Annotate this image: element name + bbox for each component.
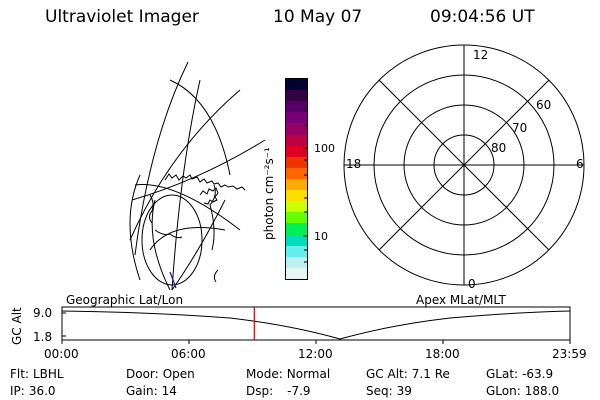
colorbar-swatch [286,178,307,191]
status-glon: GLon: 188.0 [486,384,559,398]
timeline-x-tick-0000: 00:00 [44,347,79,361]
colorbar [285,78,308,280]
timeline-x-tick-1800: 18:00 [425,347,460,361]
status-mode-label: Mode: [246,367,283,381]
date-label: 10 May 07 [273,7,363,27]
status-dsp-label: Dsp: [246,384,274,398]
polar-axis-diag2 [378,79,550,251]
colorbar-swatch [286,101,307,113]
timeline-y-tick-high: 9.0 [33,306,53,320]
colorbar-swatch [286,212,307,224]
colorbar-tick-10: 10 [314,230,328,243]
status-door-value: Open [162,367,195,381]
colorbar-swatch [286,145,307,157]
status-seq: Seq: 39 [366,384,412,398]
status-gain-label: Gain: [126,384,158,398]
colorbar-swatch [286,245,307,257]
status-mode-value: Normal [286,367,331,381]
status-gcalt-value: 7.1 Re [411,367,450,381]
timeline-left-title: Geographic Lat/Lon [66,293,184,307]
time-label: 09:04:56 UT [430,7,535,27]
colorbar-swatch [286,112,307,124]
timeline-x-tick-0600: 06:00 [171,347,206,361]
timeline-ticks [61,312,571,344]
status-seq-label: Seq: [366,384,393,398]
status-glon-value: 188.0 [524,384,560,398]
status-glat-value: -63.9 [522,367,554,381]
colorbar-tick-100: 100 [314,142,335,155]
colorbar-swatch [286,190,307,202]
colorbar-swatch [286,201,307,213]
polar-label-0: 0 [468,277,476,291]
colorbar-swatch [286,90,307,102]
satellite-track [169,271,177,289]
colorbar-swatch [286,234,307,246]
status-glon-label: GLon: [486,384,521,398]
polar-ring-label-80: 80 [491,141,507,155]
status-door-label: Door: [126,367,159,381]
status-filter: Flt: LBHL [10,367,64,381]
status-ip-value: 36.0 [28,384,56,398]
status-filter-label: Flt: [10,367,29,381]
status-ip-label: IP: [10,384,25,398]
timeline-y-tick-low: 1.8 [33,330,53,344]
status-filter-value: LBHL [32,367,64,381]
colorbar-swatch [286,134,307,146]
status-gcalt-label: GC Alt: [366,367,408,381]
colorbar-swatch [286,167,307,179]
polar-label-6: 6 [576,157,584,171]
timeline-x-tick-1200: 12:00 [298,347,333,361]
status-seq-value: 39 [396,384,412,398]
colorbar-swatch [286,79,307,91]
status-dsp-value: -7.9 [287,384,311,398]
polar-ring-label-70: 70 [512,121,528,135]
polar-label-12: 12 [473,48,489,62]
status-gain-value: 14 [161,384,177,398]
colorbar-swatch [286,256,307,268]
status-ip: IP: 36.0 [10,384,56,398]
colorbar-swatch [286,123,307,135]
coastline [149,173,246,283]
colorbar-swatch [286,267,307,279]
colorbar-swatch [286,223,307,235]
timeline-frame [61,306,571,341]
status-mode: Mode: Normal [246,367,330,381]
altitude-curve [61,310,571,340]
map-gridlines [129,61,266,291]
status-glat: GLat: -63.9 [486,367,553,381]
status-door: Door: Open [126,367,195,381]
colorbar-swatch [286,156,307,168]
status-glat-label: GLat: [486,367,519,381]
polar-label-18: 18 [346,157,362,171]
instrument-title: Ultraviolet Imager [45,7,199,27]
status-gcalt: GC Alt: 7.1 Re [366,367,450,381]
status-dsp: Dsp: -7.9 [246,384,311,398]
polar-ring-label-60: 60 [536,98,552,112]
status-gain: Gain: 14 [126,384,177,398]
timeline-x-tick-2359: 23:59 [552,347,587,361]
timeline-right-title: Apex MLat/MLT [416,293,506,307]
